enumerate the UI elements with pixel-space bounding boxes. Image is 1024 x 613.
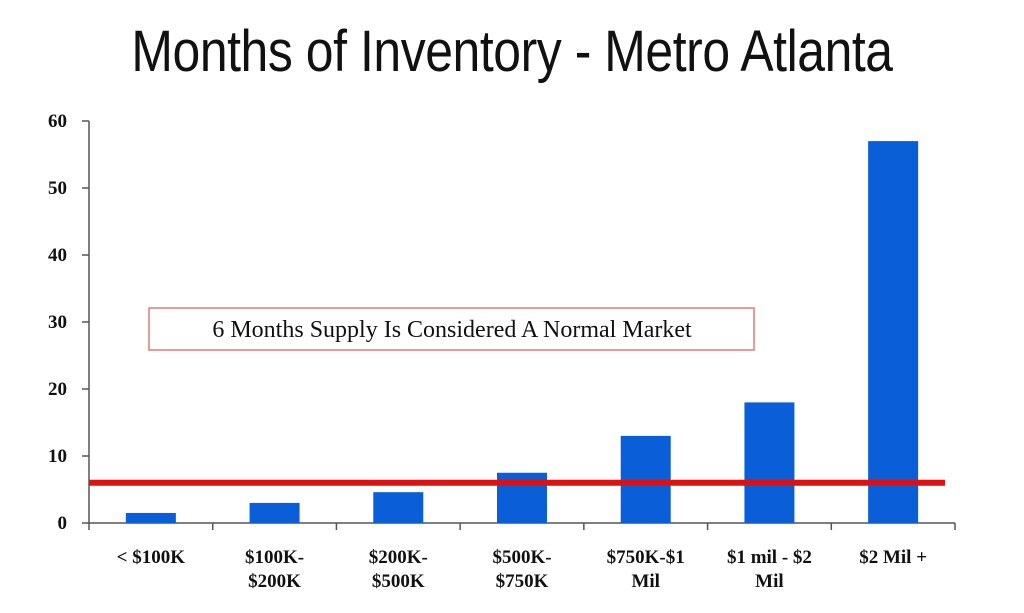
annotation-box bbox=[148, 307, 755, 351]
bars bbox=[125, 141, 919, 523]
bar bbox=[620, 435, 671, 523]
x-tick-label: $1 mil - $2 Mil bbox=[727, 547, 812, 592]
y-tick-label: 40 bbox=[48, 245, 67, 266]
chart-title: Months of Inventory - Metro Atlanta bbox=[131, 19, 893, 84]
x-tick-label: $200K-$500K bbox=[369, 547, 428, 592]
x-tick-label: $750K-$1 Mil bbox=[607, 547, 685, 592]
y-tick-label: 60 bbox=[48, 111, 67, 132]
y-tick-label: 20 bbox=[48, 379, 67, 400]
bar bbox=[125, 512, 176, 523]
x-tick-label: $100K-$200K bbox=[245, 547, 304, 592]
bar bbox=[373, 492, 424, 523]
y-tick-label: 30 bbox=[48, 312, 67, 333]
x-tick-label: $500K-$750K bbox=[492, 547, 551, 592]
y-tick-label: 0 bbox=[58, 513, 68, 534]
y-tick-label: 50 bbox=[48, 178, 67, 199]
bar bbox=[744, 402, 795, 523]
bar bbox=[249, 502, 300, 523]
x-tick-label: $2 Mil + bbox=[859, 547, 927, 568]
annotation: 6 Months Supply Is Considered A Normal M… bbox=[148, 307, 755, 351]
x-tick-labels: < $100K $100K-$200K $200K-$500K $500K-$750K… bbox=[117, 547, 927, 592]
x-tick-label: < $100K bbox=[117, 547, 186, 568]
bar bbox=[868, 141, 919, 523]
y-tick-label: 10 bbox=[48, 446, 67, 467]
annotation-text: 6 Months Supply Is Considered A Normal M… bbox=[212, 317, 692, 343]
y-ticks: 0 10 20 30 40 50 60 bbox=[48, 111, 956, 534]
